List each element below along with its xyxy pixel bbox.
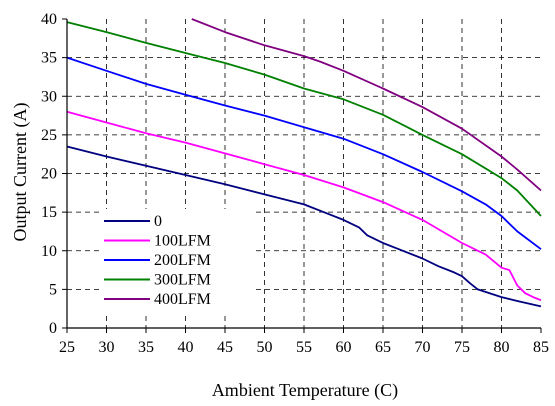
x-tick-label: 60	[336, 339, 352, 356]
y-tick-label: 15	[41, 204, 57, 221]
x-tick-label: 30	[99, 339, 115, 356]
y-tick-label: 35	[41, 50, 57, 67]
series-line-200lfm	[66, 56, 542, 250]
x-tick-label: 70	[415, 339, 431, 356]
tick-labels: 25 30 35 40 45 50 55 60 65 70 75 80 85 0 5 10 15 20 25 30 35…	[41, 11, 549, 356]
legend-label: 400LFM	[154, 291, 211, 308]
y-tick-label: 5	[49, 281, 57, 298]
y-tick-label: 20	[41, 166, 57, 183]
legend-label: 200LFM	[154, 252, 211, 269]
gridlines	[67, 19, 541, 328]
x-tick-label: 55	[296, 339, 312, 356]
legend-label: 100LFM	[154, 233, 211, 250]
series-line-300lfm	[66, 21, 542, 217]
x-tick-label: 40	[178, 339, 194, 356]
y-tick-label: 30	[41, 88, 57, 105]
axes	[62, 18, 542, 333]
x-tick-label: 25	[59, 339, 75, 356]
series-line-100lfm	[66, 110, 542, 302]
x-tick-label: 75	[454, 339, 470, 356]
y-axis-title: Output Current (A)	[10, 103, 31, 242]
series-line-400lfm	[191, 18, 542, 192]
series-line-0	[66, 145, 542, 308]
x-tick-label: 65	[375, 339, 391, 356]
x-tick-label: 45	[217, 339, 233, 356]
y-tick-label: 10	[41, 243, 57, 260]
x-tick-label: 35	[138, 339, 154, 356]
y-tick-label: 40	[41, 11, 57, 28]
legend: 0 100LFM 200LFM 300LFM 400LFM	[100, 209, 254, 313]
legend-label: 0	[154, 213, 162, 230]
x-tick-label: 85	[533, 339, 549, 356]
x-axis-title: Ambient Temperature (C)	[212, 380, 398, 401]
legend-label: 300LFM	[154, 272, 211, 289]
x-tick-label: 50	[257, 339, 273, 356]
x-tick-label: 80	[494, 339, 510, 356]
series-lines	[66, 18, 542, 308]
y-tick-label: 0	[49, 320, 57, 337]
y-tick-label: 25	[41, 127, 57, 144]
